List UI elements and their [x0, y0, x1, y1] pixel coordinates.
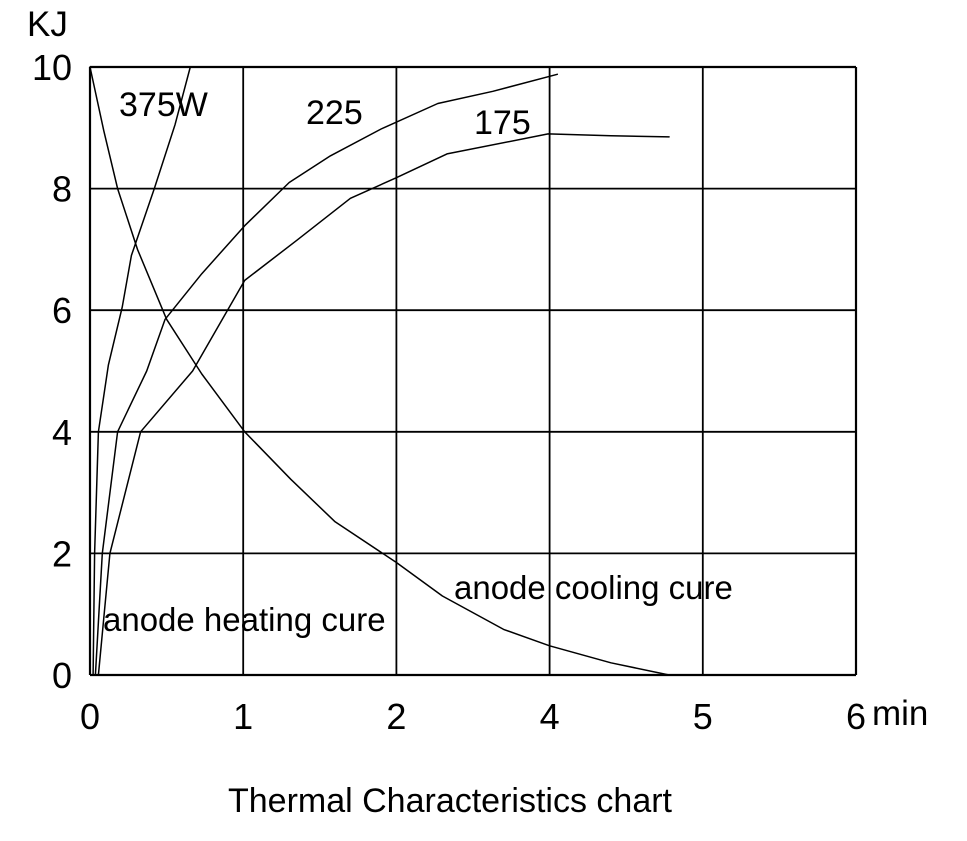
y-tick-label: 8 — [52, 169, 72, 210]
curve-label-225: 225 — [306, 94, 363, 132]
x-tick-label: 0 — [80, 696, 100, 737]
y-tick-label: 0 — [52, 655, 72, 696]
y-tick-label: 2 — [52, 533, 72, 574]
y-tick-label: 6 — [52, 290, 72, 331]
chart-plot-area: 0 1 2 4 5 6 0 2 4 6 8 10 — [32, 47, 866, 737]
y-axis-unit-label: KJ — [27, 5, 68, 44]
x-axis-unit-label: min — [872, 694, 929, 733]
annotation-cooling-curve: anode cooling cure — [454, 569, 733, 606]
x-tick-label: 6 — [846, 696, 866, 737]
chart-title: Thermal Characteristics chart — [227, 782, 672, 820]
annotation-heating-curve: anode heating cure — [103, 601, 386, 638]
y-tick-label: 4 — [52, 412, 72, 453]
x-tick-label: 4 — [540, 696, 560, 737]
curve-heating-175 — [97, 133, 670, 676]
curve-heating-375w — [92, 66, 192, 676]
x-tick-label: 2 — [386, 696, 406, 737]
x-tick-label: 5 — [693, 696, 713, 737]
curve-anode-cooling — [89, 66, 670, 676]
y-tick-label: 10 — [32, 47, 72, 88]
curve-label-175: 175 — [474, 104, 531, 142]
curve-label-375w: 375W — [119, 86, 208, 124]
curve-heating-225 — [94, 73, 559, 676]
x-tick-label: 1 — [233, 696, 253, 737]
